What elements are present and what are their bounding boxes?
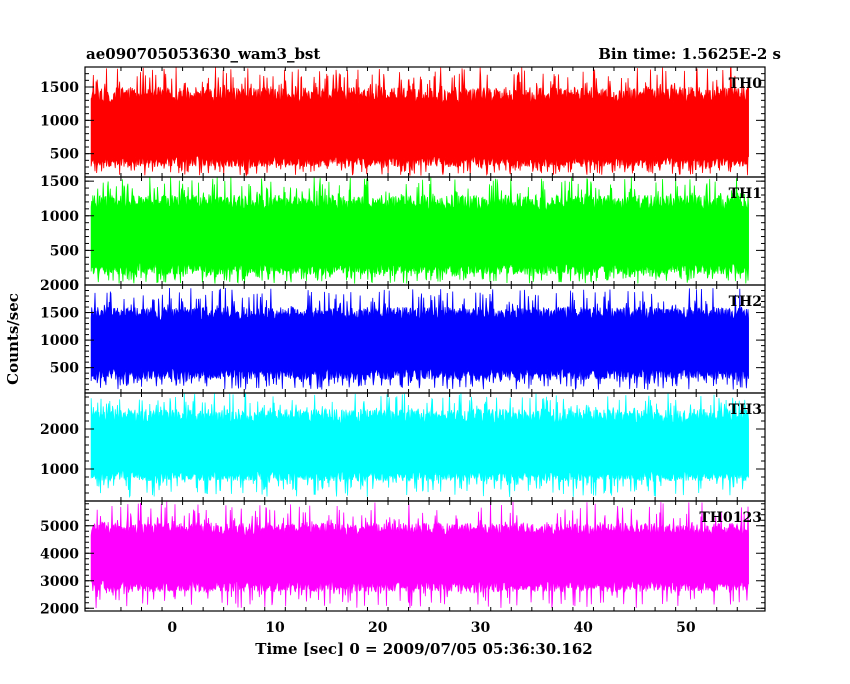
x-tick-label: 30 [471, 620, 491, 636]
panel-th1-y-tick-label: 1000 [40, 209, 79, 225]
x-tick-label: 50 [676, 620, 696, 636]
x-tick-label: 10 [265, 620, 285, 636]
panel-th2-y-tick-label: 1500 [40, 306, 79, 322]
panel-th2-y-tick-label: 1000 [40, 333, 79, 349]
panel-th3: 1000 2000 TH3 [40, 392, 766, 502]
panel-th0123: 2000 3000 4000 5000 TH0123 [40, 500, 766, 617]
panel-th1: 0 500 1000 1500 TH1 [40, 174, 766, 294]
x-axis-label: Time [sec] 0 = 2009/07/05 05:36:30.162 [255, 640, 592, 658]
panel-th0123-series-trace [90, 501, 749, 609]
panel-th1-y-tick-label: 500 [50, 243, 79, 259]
panel-th1-label: TH1 [729, 186, 762, 202]
panel-th1-series-trace [90, 177, 749, 284]
panel-th0123-y-tick-label: 2000 [40, 601, 79, 617]
panel-th3-y-tick-label: 1000 [40, 462, 79, 478]
panel-th1-y-tick-label: 1500 [40, 174, 79, 190]
panel-th0123-y-tick-label: 5000 [40, 519, 79, 535]
panel-th0-label: TH0 [729, 76, 763, 92]
x-tick-label: 40 [573, 620, 593, 636]
panel-th3-label: TH3 [729, 402, 762, 418]
x-tick-label: 0 [167, 620, 177, 636]
panel-th2: 500 1000 1500 2000 TH2 [40, 278, 766, 394]
panel-th0: 500 1000 1500 TH0 [40, 66, 766, 178]
panel-th0-y-tick-label: 1000 [40, 113, 79, 129]
panel-th3-series-trace [90, 393, 749, 499]
panel-th0123-y-tick-label: 4000 [40, 546, 79, 562]
panel-th0-y-tick-label: 1500 [40, 80, 79, 96]
panel-th2-y-tick-label: 2000 [40, 278, 79, 294]
panel-th3-y-tick-label: 2000 [40, 422, 79, 438]
panel-th2-series-trace [90, 287, 749, 391]
panel-th2-label: TH2 [729, 294, 762, 310]
bin-time-label: Bin time: 1.5625E-2 s [598, 45, 781, 63]
x-tick-label: 20 [368, 620, 388, 636]
panel-th2-y-tick-label: 500 [50, 361, 79, 377]
panel-th0123-label: TH0123 [699, 510, 762, 526]
panel-th0123-frame [84, 500, 766, 612]
chart-title: ae090705053630_wam3_bst [86, 45, 320, 63]
y-axis-label: Counts/sec [4, 293, 22, 385]
panel-th0-series-trace [90, 67, 749, 177]
panel-th1-y-tick-label: 0 [69, 278, 79, 294]
panel-th0-y-tick-label: 500 [50, 147, 79, 163]
panel-th0123-y-tick-label: 3000 [40, 574, 79, 590]
